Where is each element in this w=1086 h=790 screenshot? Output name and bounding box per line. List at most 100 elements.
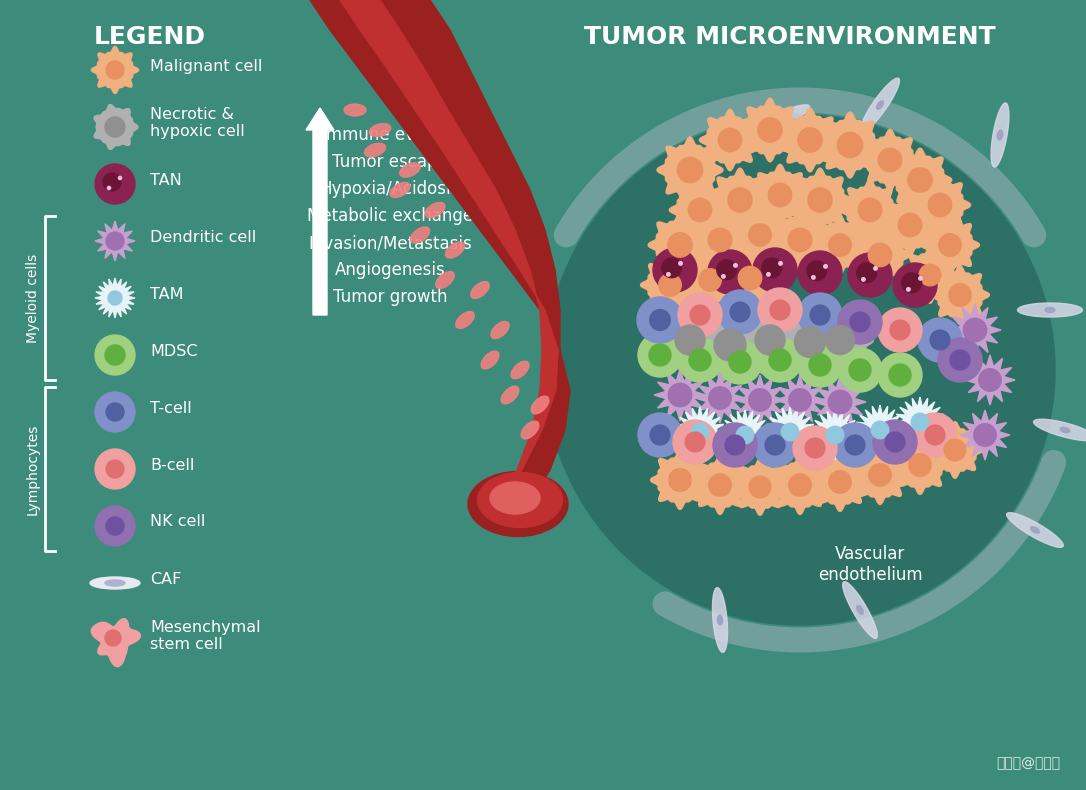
Polygon shape	[1034, 419, 1086, 441]
Polygon shape	[651, 450, 709, 510]
Polygon shape	[769, 209, 831, 271]
Ellipse shape	[90, 577, 140, 589]
Text: NK cell: NK cell	[150, 514, 205, 529]
Circle shape	[861, 277, 866, 281]
Polygon shape	[849, 224, 911, 286]
Circle shape	[885, 432, 905, 452]
Circle shape	[829, 234, 851, 256]
Circle shape	[838, 300, 882, 344]
Circle shape	[106, 403, 124, 421]
Text: Tumor growth: Tumor growth	[332, 288, 447, 306]
Polygon shape	[876, 101, 883, 109]
Circle shape	[718, 128, 742, 152]
Ellipse shape	[468, 472, 568, 536]
Circle shape	[678, 157, 703, 182]
Circle shape	[974, 423, 996, 446]
Circle shape	[893, 263, 937, 307]
Polygon shape	[895, 397, 945, 447]
Ellipse shape	[369, 123, 391, 137]
Circle shape	[909, 453, 932, 476]
Circle shape	[838, 348, 882, 392]
Ellipse shape	[501, 386, 519, 404]
Circle shape	[758, 288, 801, 332]
Polygon shape	[712, 588, 728, 653]
Circle shape	[729, 351, 752, 373]
Circle shape	[807, 261, 826, 280]
Circle shape	[889, 364, 911, 386]
Polygon shape	[731, 205, 790, 265]
Circle shape	[714, 423, 757, 467]
Polygon shape	[94, 221, 135, 261]
Circle shape	[725, 435, 745, 455]
Circle shape	[766, 435, 785, 455]
Circle shape	[734, 264, 737, 267]
Ellipse shape	[470, 281, 490, 299]
Circle shape	[761, 258, 782, 278]
Circle shape	[837, 133, 862, 157]
Circle shape	[810, 305, 830, 325]
Circle shape	[668, 383, 692, 407]
Circle shape	[825, 325, 855, 355]
Text: Vascular
endothelium: Vascular endothelium	[818, 545, 922, 584]
Circle shape	[749, 476, 771, 498]
Circle shape	[659, 274, 681, 296]
Circle shape	[798, 251, 842, 295]
Circle shape	[708, 228, 732, 252]
Circle shape	[728, 188, 753, 213]
Ellipse shape	[445, 242, 465, 258]
Polygon shape	[1045, 307, 1055, 313]
Circle shape	[845, 435, 864, 455]
Circle shape	[898, 213, 922, 237]
Circle shape	[949, 284, 971, 307]
Polygon shape	[641, 255, 699, 314]
Polygon shape	[738, 98, 801, 162]
Ellipse shape	[435, 272, 454, 288]
Circle shape	[781, 423, 798, 441]
Polygon shape	[921, 216, 980, 274]
Circle shape	[738, 266, 761, 290]
Text: Malignant cell: Malignant cell	[150, 58, 263, 73]
Circle shape	[94, 335, 135, 375]
Circle shape	[938, 338, 982, 382]
Circle shape	[850, 312, 870, 332]
Circle shape	[874, 267, 877, 270]
Polygon shape	[738, 307, 805, 374]
Circle shape	[879, 149, 901, 171]
FancyArrow shape	[306, 108, 334, 315]
Polygon shape	[91, 619, 140, 667]
Circle shape	[118, 176, 122, 179]
Text: Mesenchymal
stem cell: Mesenchymal stem cell	[150, 620, 261, 653]
Circle shape	[877, 308, 922, 352]
Polygon shape	[880, 194, 940, 256]
Polygon shape	[859, 130, 921, 190]
Polygon shape	[891, 435, 949, 495]
Circle shape	[788, 389, 811, 412]
Circle shape	[755, 325, 785, 355]
Circle shape	[826, 427, 844, 444]
Circle shape	[795, 326, 825, 358]
Circle shape	[908, 167, 932, 192]
Polygon shape	[695, 373, 745, 423]
Circle shape	[649, 344, 671, 366]
Polygon shape	[749, 164, 810, 226]
Circle shape	[758, 118, 782, 142]
Circle shape	[833, 423, 877, 467]
Circle shape	[106, 517, 124, 535]
Circle shape	[105, 117, 125, 137]
Circle shape	[798, 343, 842, 387]
Circle shape	[768, 183, 792, 207]
Circle shape	[108, 186, 111, 190]
Circle shape	[661, 258, 682, 278]
Text: Tumor escape: Tumor escape	[332, 153, 447, 171]
Polygon shape	[810, 410, 860, 460]
Polygon shape	[992, 103, 1009, 167]
Polygon shape	[669, 179, 731, 241]
Polygon shape	[690, 209, 750, 271]
Polygon shape	[657, 137, 723, 203]
Circle shape	[748, 224, 771, 246]
Ellipse shape	[425, 202, 445, 217]
Circle shape	[809, 354, 831, 376]
Polygon shape	[949, 304, 1001, 356]
Polygon shape	[91, 47, 139, 93]
Circle shape	[106, 61, 124, 79]
